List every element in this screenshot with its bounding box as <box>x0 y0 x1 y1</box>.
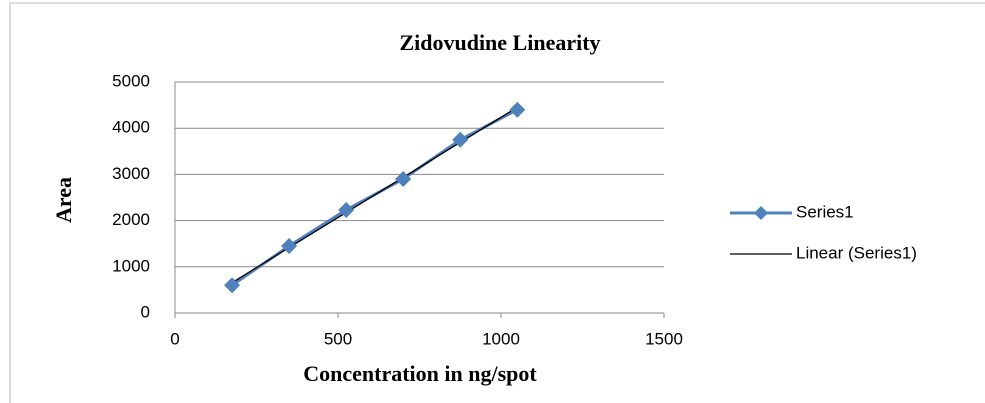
legend-label: Linear (Series1) <box>796 243 917 262</box>
marker <box>452 131 469 148</box>
marker <box>281 238 298 255</box>
y-tick-label: 3000 <box>112 164 150 183</box>
series-line <box>231 108 518 287</box>
marker <box>224 277 241 294</box>
chart-frame <box>9 2 985 403</box>
y-axis-label: Area <box>51 177 76 223</box>
y-tick-label: 2000 <box>112 210 150 229</box>
x-tick-label: 500 <box>324 329 352 348</box>
legend-marker <box>754 206 768 220</box>
y-tick-label: 1000 <box>112 256 150 275</box>
marker <box>338 201 355 218</box>
chart-title: Zidovudine Linearity <box>399 30 600 55</box>
y-tick-label: 5000 <box>112 71 150 90</box>
x-tick-label: 0 <box>170 329 179 348</box>
trendline <box>231 106 518 284</box>
x-tick-label: 1000 <box>482 329 520 348</box>
y-tick-label: 0 <box>141 302 150 321</box>
x-tick-label: 1500 <box>645 329 683 348</box>
x-axis-label: Concentration in ng/spot <box>303 361 537 386</box>
y-tick-label: 4000 <box>112 118 150 137</box>
legend-label: Series1 <box>796 202 854 221</box>
marker <box>395 171 412 188</box>
marker <box>509 101 526 118</box>
